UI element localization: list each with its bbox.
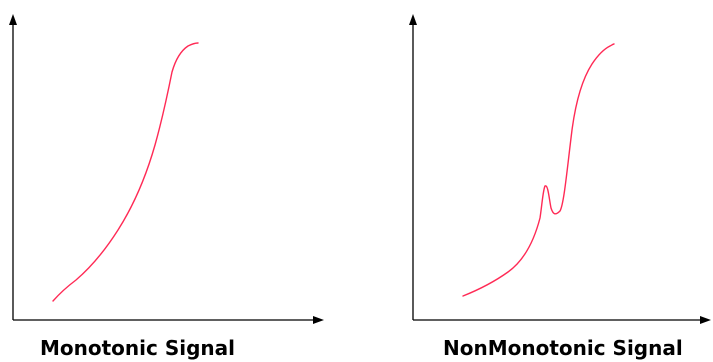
non-monotonic-x-axis-arrow-icon <box>700 316 711 324</box>
monotonic-y-axis-arrow-icon <box>9 14 17 25</box>
non-monotonic-signal-curve <box>462 43 615 297</box>
monotonic-x-axis-arrow-icon <box>313 316 324 324</box>
monotonic-panel: Monotonic Signal <box>9 14 324 360</box>
monotonic-caption: Monotonic Signal <box>40 336 235 360</box>
monotonic-signal-curve <box>52 42 199 302</box>
non-monotonic-caption: NonMonotonic Signal <box>443 336 683 360</box>
non-monotonic-panel: NonMonotonic Signal <box>409 14 711 360</box>
non-monotonic-y-axis-arrow-icon <box>409 14 417 25</box>
